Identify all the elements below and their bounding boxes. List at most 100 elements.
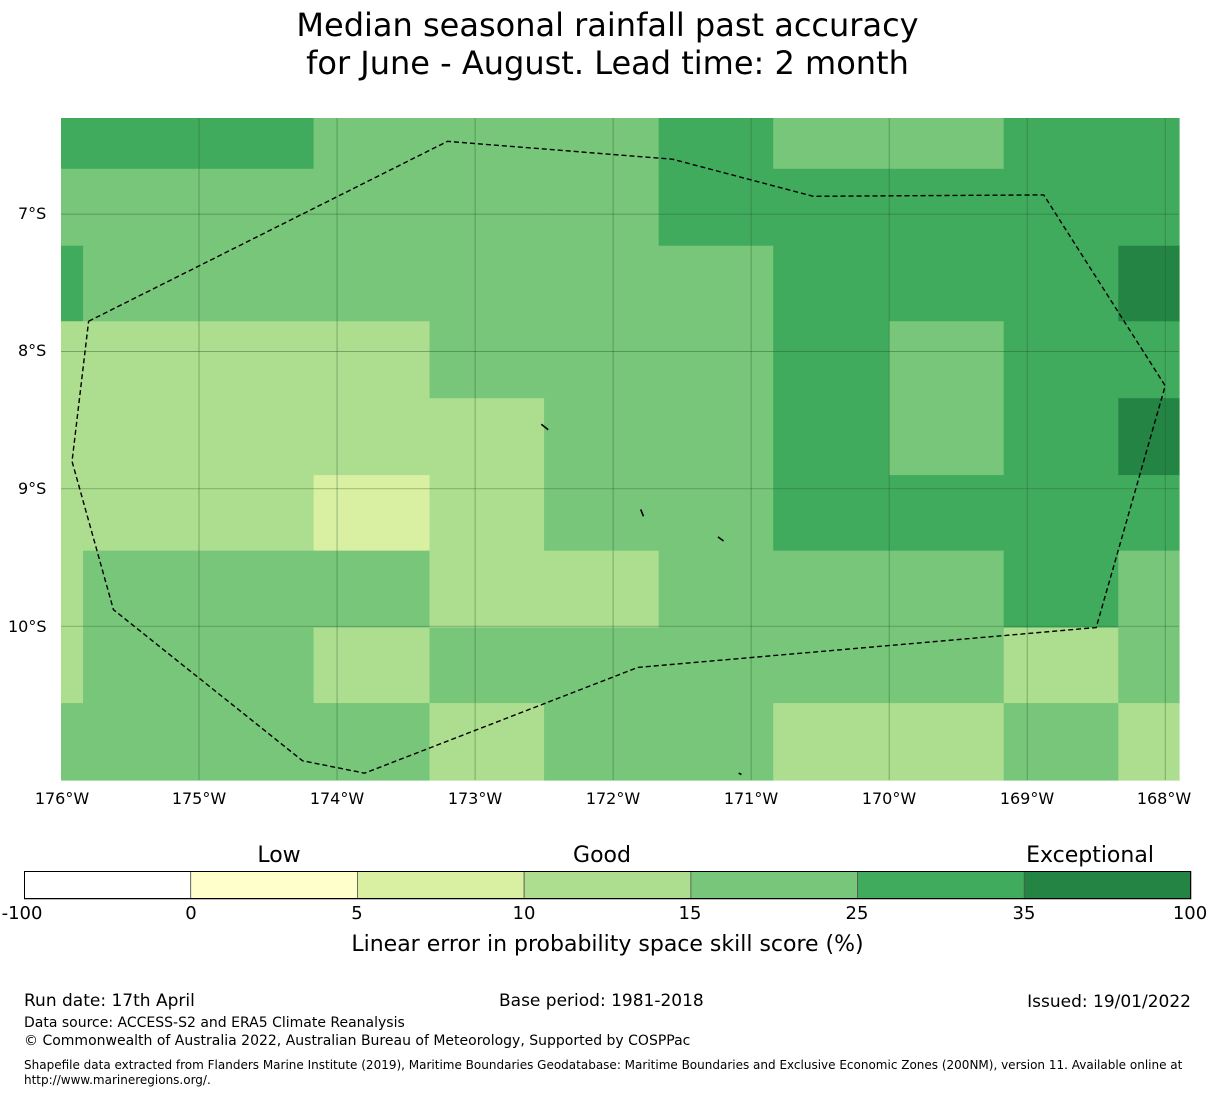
grid-cell (313, 398, 431, 476)
grid-cell (544, 321, 660, 399)
grid-cell (83, 168, 200, 247)
grid-cell (544, 703, 660, 781)
grid-cell (544, 627, 660, 704)
grid-cell (1003, 168, 1119, 247)
grid-cell (773, 118, 890, 170)
grid-cell (199, 703, 315, 781)
copyright: © Commonwealth of Australia 2022, Austra… (24, 1033, 691, 1049)
colorbar-swatch (357, 871, 525, 900)
grid-cell (773, 398, 890, 476)
colorbar (24, 871, 1192, 900)
grid-cell (313, 321, 431, 399)
islands (540, 423, 742, 776)
grid-cell (429, 168, 545, 247)
grid-cell (1118, 118, 1180, 170)
data-source: Data source: ACCESS-S2 and ERA5 Climate … (24, 1015, 405, 1031)
colorbar-tick-neg100: -100 (1, 903, 43, 924)
island-outline (639, 509, 645, 517)
grid-cell (83, 703, 200, 781)
grid-cell (83, 398, 200, 476)
grid-cell (199, 398, 315, 476)
grid-cell (313, 627, 431, 704)
grid-cell (1003, 550, 1119, 629)
grid-cell (1003, 321, 1119, 399)
grid-cell (1118, 321, 1180, 399)
grid-cell (773, 703, 890, 781)
grid-cell (889, 703, 1005, 781)
grid-cell (889, 118, 1005, 170)
lon-label-175w: 175°W (171, 789, 227, 808)
grid-cell (658, 398, 774, 476)
grid-cell (889, 550, 1005, 629)
grid-cell (658, 321, 774, 399)
grid-cell (83, 245, 200, 322)
grid-cell (544, 118, 660, 170)
grid-cell (544, 398, 660, 476)
colorbar-category-exceptional: Exceptional (1026, 843, 1154, 868)
grid-cell (544, 168, 660, 247)
grid-cell (773, 550, 890, 629)
grid-cell (773, 321, 890, 399)
grid-cell (61, 245, 84, 322)
grid-cell (61, 550, 84, 629)
grid-cell (658, 475, 774, 552)
colorbar-tick-15: 15 (678, 903, 702, 924)
eez-boundary (71, 140, 1166, 774)
grid-cell (313, 550, 431, 629)
grid-cell (544, 475, 660, 552)
grid-cell (429, 550, 545, 629)
grid-cell (313, 118, 431, 170)
map-title: Median seasonal rainfall past accuracy f… (0, 6, 1215, 82)
grid-cell (889, 398, 1005, 476)
grid-cell (544, 245, 660, 322)
shapefile-credit: Shapefile data extracted from Flanders M… (24, 1058, 1183, 1087)
grid-cell (1118, 627, 1180, 704)
grid-cell (429, 245, 545, 322)
grid-cell (658, 703, 774, 781)
grid-cell (429, 627, 545, 704)
colorbar-tick-0: 0 (185, 903, 197, 924)
grid-cell (83, 550, 200, 629)
grid-cell (313, 168, 431, 247)
lon-label-168w: 168°W (1136, 789, 1192, 808)
grid-cell (889, 245, 1005, 322)
grid-cell (313, 475, 431, 552)
grid-cell (1003, 703, 1119, 781)
grid-cells (61, 118, 1180, 781)
grid-cell (773, 627, 890, 704)
colorbar-tick-35: 35 (1012, 903, 1036, 924)
grid-cell (1003, 398, 1119, 476)
colorbar-swatch (24, 871, 192, 900)
grid-cell (83, 627, 200, 704)
lat-label-7s: 7°S (18, 204, 47, 223)
title-line-1: Median seasonal rainfall past accuracy (296, 6, 919, 44)
grid-cell (773, 475, 890, 552)
colorbar-swatch (857, 871, 1025, 900)
grid-cell (889, 321, 1005, 399)
grid-cell (61, 703, 84, 781)
colorbar-category-low: Low (257, 843, 301, 868)
lon-label-172w: 172°W (585, 789, 641, 808)
grid-cell (199, 475, 315, 552)
grid-cell (313, 245, 431, 322)
grid-cell (199, 550, 315, 629)
skill-map (61, 118, 1180, 781)
colorbar-tick-100: 100 (1172, 903, 1208, 924)
colorbar-swatch (523, 871, 692, 900)
grid-cell (658, 550, 774, 629)
lon-label-171w: 171°W (723, 789, 779, 808)
grid-cell (658, 118, 774, 170)
grid-cell (61, 168, 84, 247)
lat-label-9s: 9°S (18, 479, 47, 498)
grid-cell (773, 245, 890, 322)
grid-cell (199, 168, 315, 247)
base-period: Base period: 1981-2018 (499, 991, 704, 1011)
grid-cell (1118, 703, 1180, 781)
grid-cell (1003, 245, 1119, 322)
island-outline (738, 772, 742, 776)
colorbar-tick-25: 25 (845, 903, 869, 924)
grid-cell (61, 118, 84, 170)
colorbar-swatch (190, 871, 358, 900)
lon-label-176w: 176°W (34, 789, 90, 808)
colorbar-label: Linear error in probability space skill … (351, 932, 864, 957)
